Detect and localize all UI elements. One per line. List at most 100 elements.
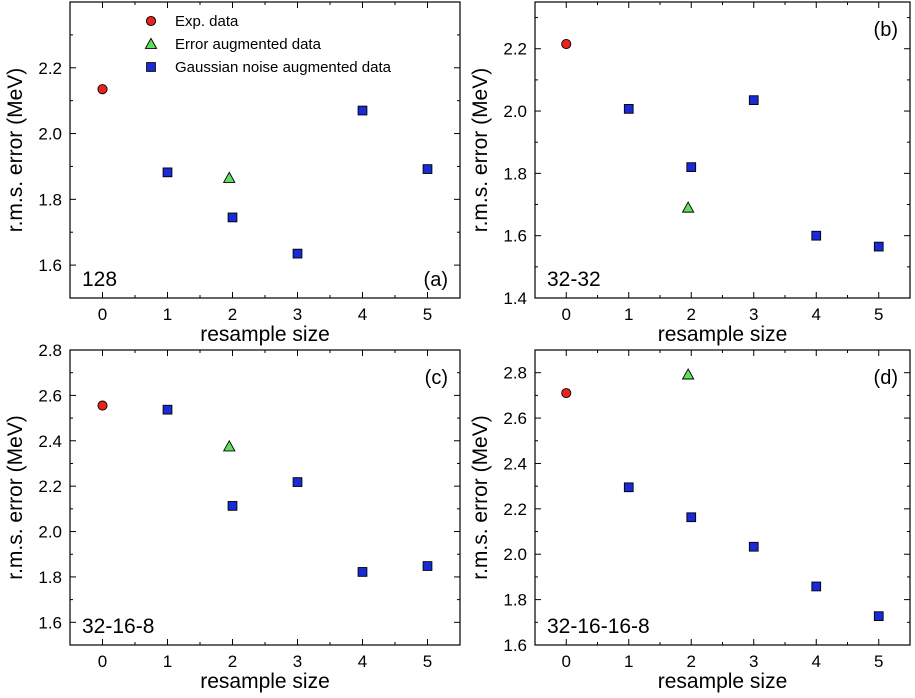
panel-tag: (d) (874, 367, 898, 389)
x-tick-label: 2 (228, 652, 237, 671)
x-tick-label: 3 (293, 305, 302, 324)
legend-marker-exp (145, 15, 157, 27)
data-point-gaussian (686, 162, 697, 172)
y-axis-label: r.m.s. error (MeV) (4, 68, 27, 233)
data-point-error (681, 201, 695, 213)
y-tick-label: 2.2 (38, 477, 62, 496)
y-tick-label: 2.4 (38, 432, 62, 451)
x-tick-label: 4 (812, 652, 821, 671)
x-tick-label: 3 (749, 652, 758, 671)
data-point-gaussian (162, 404, 173, 415)
y-tick-label: 2.0 (503, 545, 527, 564)
data-point-gaussian (748, 541, 759, 552)
data-point-gaussian (227, 212, 238, 223)
x-axis-label: resample size (658, 670, 788, 693)
y-axis-label: r.m.s. error (MeV) (4, 415, 27, 580)
data-point-gaussian (227, 501, 238, 511)
data-point-gaussian (623, 482, 634, 493)
y-tick-label: 2.4 (503, 454, 527, 473)
data-point-gaussian (873, 241, 884, 252)
y-tick-label: 1.6 (38, 256, 62, 275)
data-point-gaussian (873, 611, 884, 622)
data-point-exp (561, 388, 572, 399)
data-point-gaussian (623, 104, 634, 114)
x-tick-label: 4 (358, 652, 367, 671)
plot-frame (69, 349, 461, 646)
x-tick-label: 0 (562, 305, 571, 324)
x-tick-label: 5 (874, 652, 883, 671)
data-point-gaussian (162, 167, 173, 178)
x-tick-label: 2 (687, 305, 696, 324)
x-tick-label: 2 (228, 305, 237, 324)
y-tick-label: 1.6 (38, 613, 62, 632)
plot-frame (534, 1, 911, 299)
legend-label-gaussian: Gaussian noise augmented data (175, 59, 392, 76)
y-tick-label: 1.8 (503, 164, 527, 183)
data-point-gaussian (422, 164, 433, 174)
data-point-exp (97, 400, 108, 411)
x-tick-label: 5 (874, 305, 883, 324)
panel-b: 0 1 2 3 4 5 1.4 1.6 1.8 2.0 2.2 resample size r.m.s.… (469, 1, 911, 346)
y-tick-label: 1.8 (38, 568, 62, 587)
data-point-gaussian (686, 512, 697, 523)
data-point-error (222, 439, 236, 452)
y-tick-label: 2.8 (38, 341, 62, 360)
legend-label-exp: Exp. data (175, 13, 239, 30)
x-tick-label: 3 (749, 305, 758, 324)
data-point-gaussian (422, 561, 433, 571)
x-tick-label: 2 (687, 652, 696, 671)
y-tick-label: 2.2 (503, 500, 527, 519)
y-tick-label: 1.6 (503, 227, 527, 246)
legend: Exp. data Error augmented data Gaussian no… (144, 13, 392, 76)
data-point-gaussian (811, 581, 822, 592)
panel-c: 0 1 2 3 4 5 1.6 1.8 2.0 2.2 2.4 2.6 2.8 resample size… (4, 341, 461, 693)
panel-a: 0 1 2 3 4 5 1.6 1.8 2.0 2.2 resample size r.m.s. er… (4, 1, 461, 346)
data-point-gaussian (357, 105, 368, 116)
y-tick-label: 1.4 (503, 289, 527, 308)
x-tick-label: 0 (562, 652, 571, 671)
y-tick-label: 2.0 (38, 523, 62, 542)
network-architecture-label: 32-16-8 (82, 615, 154, 638)
x-tick-label: 0 (98, 652, 107, 671)
x-tick-label: 1 (624, 652, 633, 671)
legend-marker-gaussian (146, 62, 156, 72)
x-tick-label: 5 (423, 652, 432, 671)
data-point-gaussian (811, 230, 822, 241)
y-tick-label: 2.0 (38, 125, 62, 144)
panel-tag: (a) (424, 269, 448, 291)
y-tick-label: 2.8 (503, 364, 527, 383)
panel-tag: (c) (425, 367, 448, 389)
y-tick-label: 1.6 (503, 636, 527, 655)
data-point-error (222, 171, 236, 183)
y-tick-label: 2.0 (503, 102, 527, 121)
data-point-gaussian (292, 477, 303, 487)
data-point-gaussian (748, 95, 759, 105)
y-tick-label: 1.8 (503, 591, 527, 610)
y-tick-label: 1.8 (38, 190, 62, 209)
x-axis-label: resample size (658, 323, 788, 346)
y-tick-label: 2.2 (503, 40, 527, 59)
data-point-exp (561, 39, 572, 50)
data-point-exp (97, 84, 108, 95)
x-tick-label: 5 (423, 305, 432, 324)
data-point-gaussian (292, 248, 303, 259)
x-axis-label: resample size (200, 670, 330, 693)
data-point-gaussian (357, 567, 368, 577)
network-architecture-label: 128 (82, 268, 117, 291)
panel-d: 0 1 2 3 4 5 1.6 1.8 2.0 2.2 2.4 2.6 2.8 resample size… (469, 349, 911, 693)
plot-frame (534, 349, 911, 646)
x-axis-label: resample size (200, 323, 330, 346)
network-architecture-label: 32-16-16-8 (547, 615, 650, 638)
y-tick-label: 2.6 (503, 409, 527, 428)
y-tick-label: 2.6 (38, 386, 62, 405)
x-tick-label: 3 (293, 652, 302, 671)
x-tick-label: 4 (812, 305, 821, 324)
legend-label-error: Error augmented data (175, 36, 322, 53)
x-tick-label: 1 (163, 305, 172, 324)
x-tick-label: 4 (358, 305, 367, 324)
x-tick-label: 1 (163, 652, 172, 671)
y-axis-label: r.m.s. error (MeV) (469, 68, 492, 233)
y-axis-label: r.m.s. error (MeV) (469, 415, 492, 580)
network-architecture-label: 32-32 (547, 268, 601, 291)
